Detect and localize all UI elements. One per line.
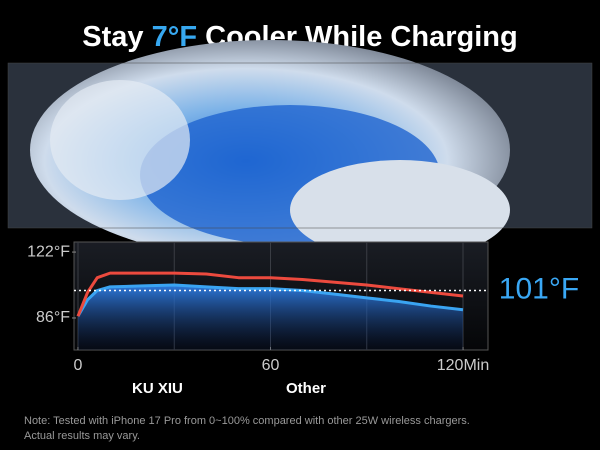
line [76, 283, 464, 317]
note: Actual results may vary. [24, 430, 140, 442]
reference-label: 101°F [499, 272, 579, 305]
title-part: Stay [82, 21, 143, 53]
product-photo [7, 40, 593, 260]
x-tick-label: 120Min [437, 357, 489, 374]
legend-label: KU XIU [132, 380, 183, 397]
title: Stay 7°F Cooler While Charging [82, 21, 517, 53]
x-tick-label: 60 [262, 357, 280, 374]
y-tick-label: 86°F [36, 309, 70, 326]
x-tick-label: 0 [74, 357, 83, 374]
line [76, 271, 464, 317]
note: Note: Tested with iPhone 17 Pro from 0~1… [24, 415, 470, 427]
area [78, 285, 463, 350]
legend-label: Other [286, 380, 326, 397]
y-tick-label: 122°F [27, 243, 70, 260]
